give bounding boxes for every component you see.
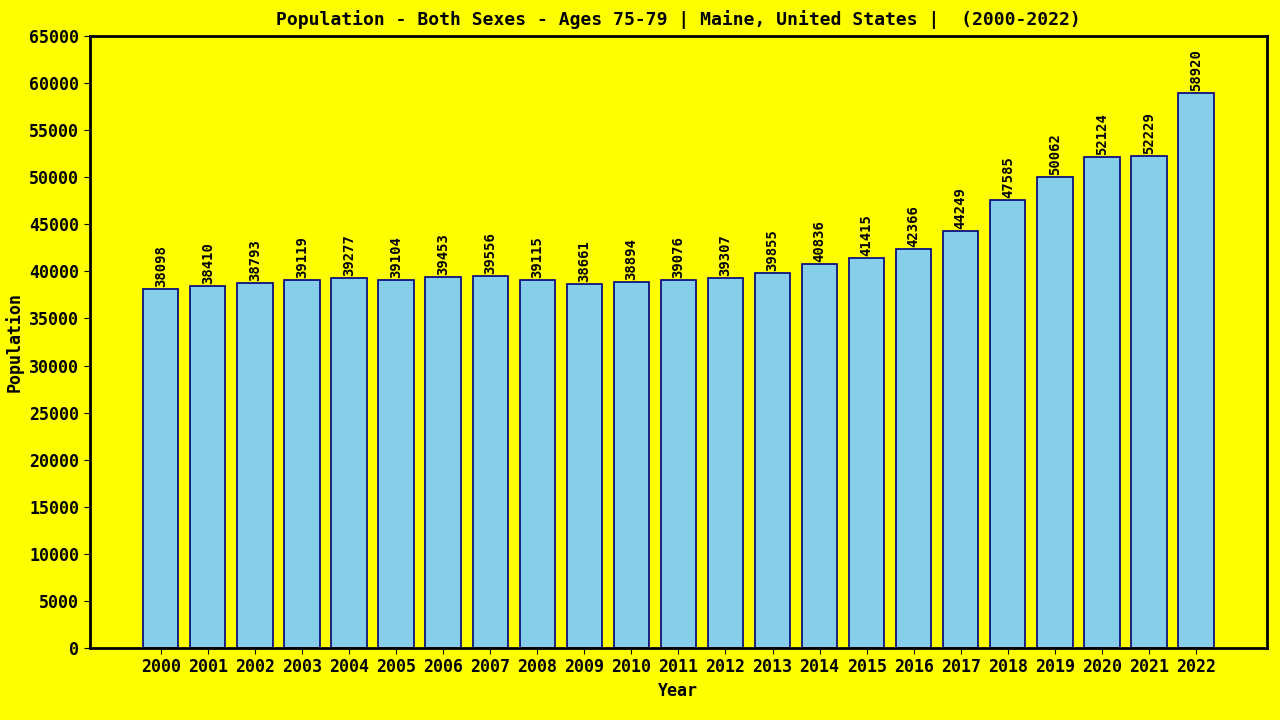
Text: 44249: 44249 — [954, 188, 968, 230]
Text: 40836: 40836 — [813, 220, 827, 261]
Bar — [1084, 157, 1120, 648]
Bar — [660, 280, 696, 648]
Text: 41415: 41415 — [860, 215, 874, 256]
Text: 38793: 38793 — [248, 239, 262, 281]
Text: 47585: 47585 — [1001, 156, 1015, 198]
Bar — [803, 264, 837, 648]
Text: 39453: 39453 — [436, 233, 451, 274]
Text: 39076: 39076 — [672, 236, 685, 278]
Text: 58920: 58920 — [1189, 50, 1203, 91]
Text: 38410: 38410 — [201, 243, 215, 284]
Text: 39277: 39277 — [342, 235, 356, 276]
Bar — [943, 231, 978, 648]
Text: 39556: 39556 — [483, 232, 497, 274]
Bar — [425, 276, 461, 648]
Text: 39104: 39104 — [389, 236, 403, 278]
Bar — [472, 276, 508, 648]
Text: 52229: 52229 — [1142, 112, 1156, 154]
Y-axis label: Population: Population — [5, 292, 23, 392]
Bar — [991, 200, 1025, 648]
Bar — [755, 273, 790, 648]
Bar — [1179, 94, 1213, 648]
Bar — [332, 278, 366, 648]
Bar — [613, 282, 649, 648]
Bar — [567, 284, 602, 648]
X-axis label: Year: Year — [658, 682, 699, 700]
Bar — [520, 279, 554, 648]
Bar — [191, 287, 225, 648]
Bar — [896, 249, 932, 648]
Text: 38894: 38894 — [625, 238, 639, 280]
Bar — [379, 280, 413, 648]
Bar — [284, 279, 320, 648]
Text: 52124: 52124 — [1094, 114, 1108, 156]
Text: 39115: 39115 — [530, 236, 544, 278]
Text: 39119: 39119 — [294, 236, 308, 278]
Bar — [1037, 176, 1073, 648]
Bar — [708, 278, 744, 648]
Text: 42366: 42366 — [906, 205, 920, 247]
Title: Population - Both Sexes - Ages 75-79 | Maine, United States |  (2000-2022): Population - Both Sexes - Ages 75-79 | M… — [276, 10, 1080, 29]
Bar — [143, 289, 178, 648]
Text: 38661: 38661 — [577, 240, 591, 282]
Bar — [1132, 156, 1166, 648]
Text: 50062: 50062 — [1048, 133, 1062, 175]
Bar — [237, 283, 273, 648]
Text: 39855: 39855 — [765, 229, 780, 271]
Text: 39307: 39307 — [718, 234, 732, 276]
Bar — [849, 258, 884, 648]
Text: 38098: 38098 — [154, 246, 168, 287]
